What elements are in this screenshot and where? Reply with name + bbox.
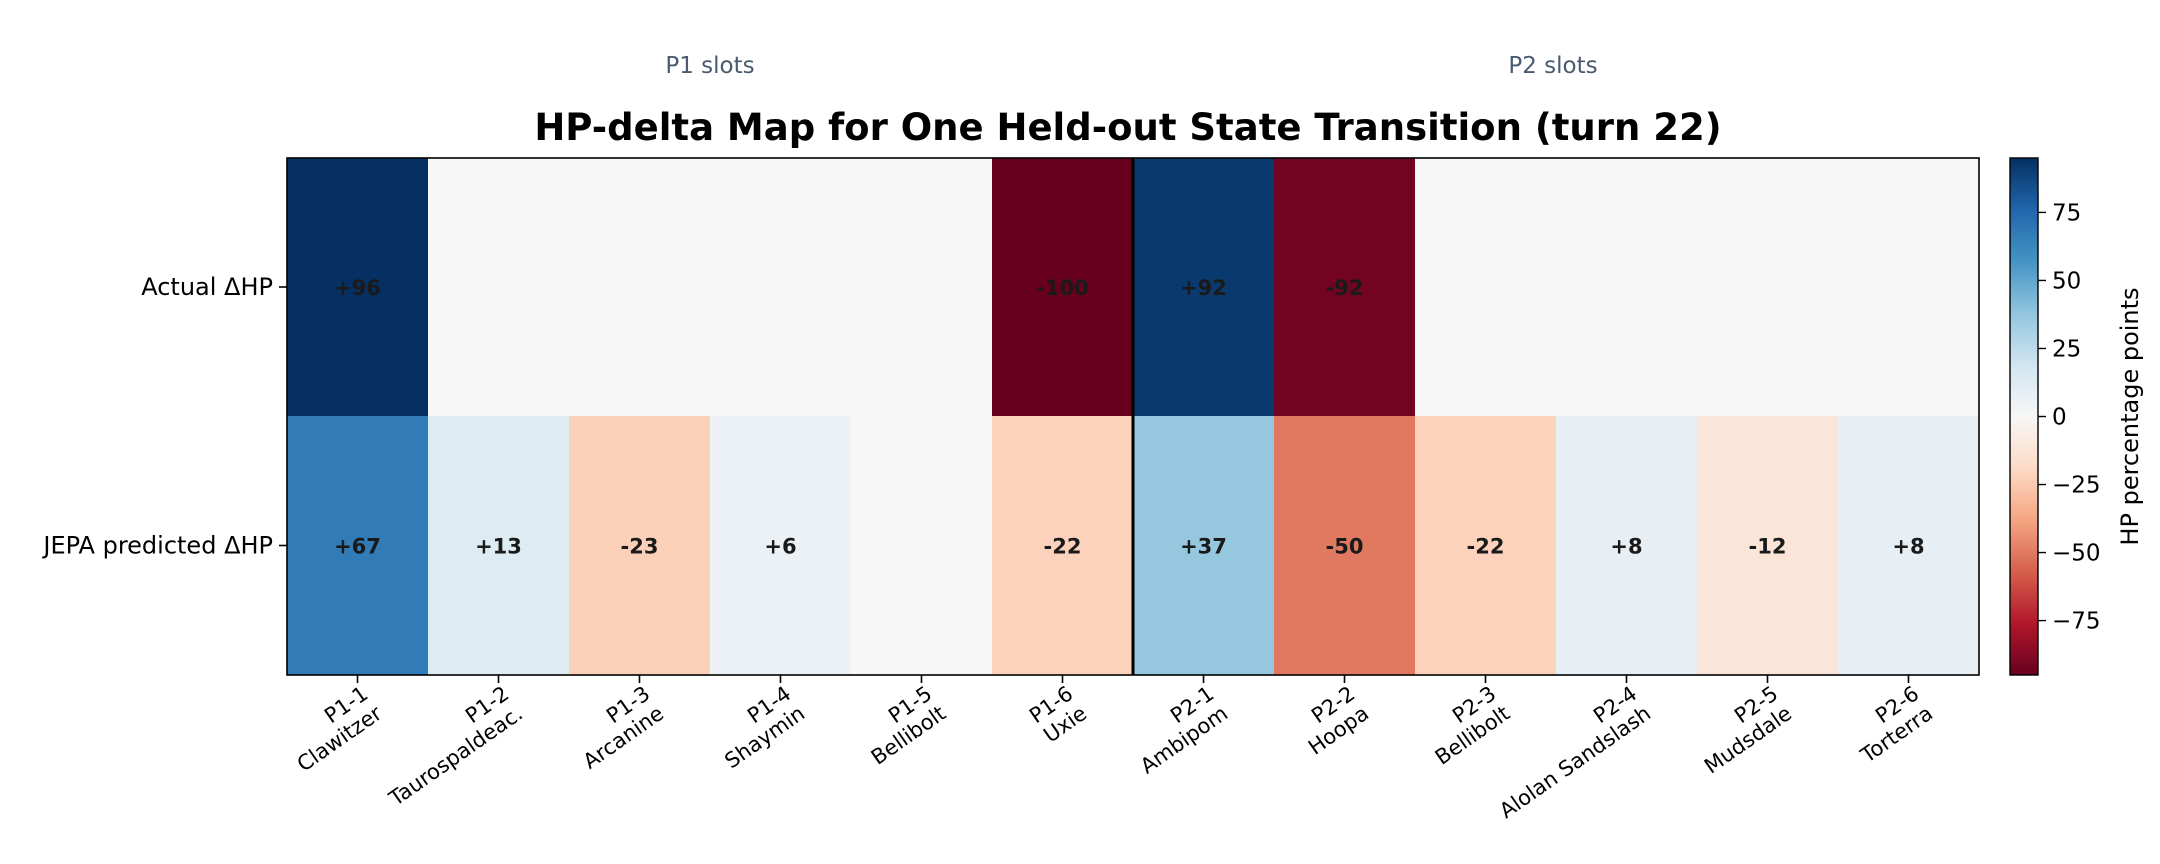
cell-value-label: +37: [1180, 535, 1227, 559]
y-tick-label: JEPA predicted ΔHP: [41, 532, 273, 560]
cell-value-label: -23: [621, 535, 659, 559]
colorbar-tick-label: −25: [2052, 473, 2101, 499]
y-axis: Actual ΔHP JEPA predicted ΔHP: [41, 273, 287, 560]
x-tick-label: P2-1Ambipom: [1122, 681, 1232, 778]
heatmap-cell: [1556, 158, 1698, 417]
colorbar-tick-label: −50: [2052, 541, 2101, 567]
cell-value-label: -92: [1326, 276, 1364, 300]
x-tick-label: P1-3Arcanine: [565, 681, 668, 773]
cell-value-label: -50: [1326, 535, 1364, 559]
heatmap-cell: [1838, 158, 1980, 417]
heatmap-cell: [1415, 158, 1557, 417]
cell-value-label: +13: [475, 535, 522, 559]
x-tick-label: P1-5Bellibolt: [853, 681, 950, 769]
cell-value-label: +6: [764, 535, 796, 559]
x-tick-label: P1-6Uxie: [1025, 681, 1091, 747]
colorbar-tick-label: 0: [2052, 405, 2067, 431]
cell-value-label: -100: [1036, 276, 1089, 300]
heatmap-cell: [1697, 158, 1839, 417]
plot-frame: [286, 157, 1980, 676]
heatmap-cell: [1133, 416, 1275, 676]
cell-value-label: +92: [1180, 276, 1227, 300]
heatmap-cell: [1838, 416, 1980, 676]
cell-value-label: +67: [334, 535, 381, 559]
cell-value-label: +96: [334, 276, 381, 300]
heatmap-cell: [1697, 416, 1839, 676]
heatmap-cell-labels: +96 -100 +92 -92 +67 +13 -23 +6 -22 +37 -50 -22 +8 -1…: [334, 276, 1925, 559]
heatmap-cell: [710, 158, 852, 417]
group-label-p2: P2 slots: [1508, 53, 1597, 79]
colorbar-tick-label: 75: [2052, 200, 2081, 226]
x-tick-label: P1-1Clawitzer: [279, 681, 386, 776]
heatmap-cell: [569, 416, 711, 676]
heatmap-cell: [1133, 158, 1275, 417]
heatmap-cell: [428, 158, 570, 417]
heatmap-cell: [851, 158, 993, 417]
heatmap-cell: [569, 158, 711, 417]
heatmap-cell: [992, 416, 1134, 676]
heatmap-cell: [851, 416, 993, 676]
y-tick-label: Actual ΔHP: [141, 273, 273, 301]
chart-title: HP-delta Map for One Held-out State Tran…: [534, 106, 1721, 149]
cell-value-label: -22: [1044, 535, 1082, 559]
colorbar-tick-label: −75: [2052, 609, 2101, 635]
x-tick-label: P2-3Bellibolt: [1417, 681, 1514, 769]
x-tick-label: P2-5Mudsdale: [1686, 681, 1796, 778]
cell-value-label: +8: [1892, 535, 1924, 559]
heatmap-cells: [287, 158, 1980, 676]
x-tick-label: P1-2Taurospaldeac.: [370, 681, 527, 811]
colorbar-tick-label: 25: [2052, 336, 2081, 362]
cell-value-label: -12: [1749, 535, 1787, 559]
colorbar-gradient: [2009, 157, 2039, 676]
cell-value-label: -22: [1467, 535, 1505, 559]
cell-value-label: +8: [1610, 535, 1642, 559]
heatmap-cell: [287, 158, 429, 417]
x-axis: P1-1Clawitzer P1-2Taurospaldeac. P1-3Arcan…: [279, 675, 1937, 823]
heatmap-cell: [1274, 416, 1416, 676]
heatmap-cell: [992, 158, 1134, 417]
group-label-p1: P1 slots: [665, 53, 754, 79]
heatmap-cell: [428, 416, 570, 676]
x-tick-label: P2-4Alolan Sandslash: [1481, 681, 1655, 823]
x-tick-label: P1-4Shaymin: [707, 681, 810, 773]
colorbar-label: HP percentage points: [2116, 287, 2144, 545]
heatmap-cell: [1274, 158, 1416, 417]
x-tick-label: P2-6Torterra: [1842, 681, 1937, 768]
colorbar-tick-label: 50: [2052, 268, 2081, 294]
heatmap-cell: [1415, 416, 1557, 676]
heatmap-cell: [287, 416, 429, 676]
colorbar: 75 50 25 0 −25 −50 −75 HP percentage points: [2009, 157, 2144, 676]
heatmap-cell: [710, 416, 852, 676]
heatmap-cell: [1556, 416, 1698, 676]
x-tick-label: P2-2Hoopa: [1290, 681, 1373, 759]
